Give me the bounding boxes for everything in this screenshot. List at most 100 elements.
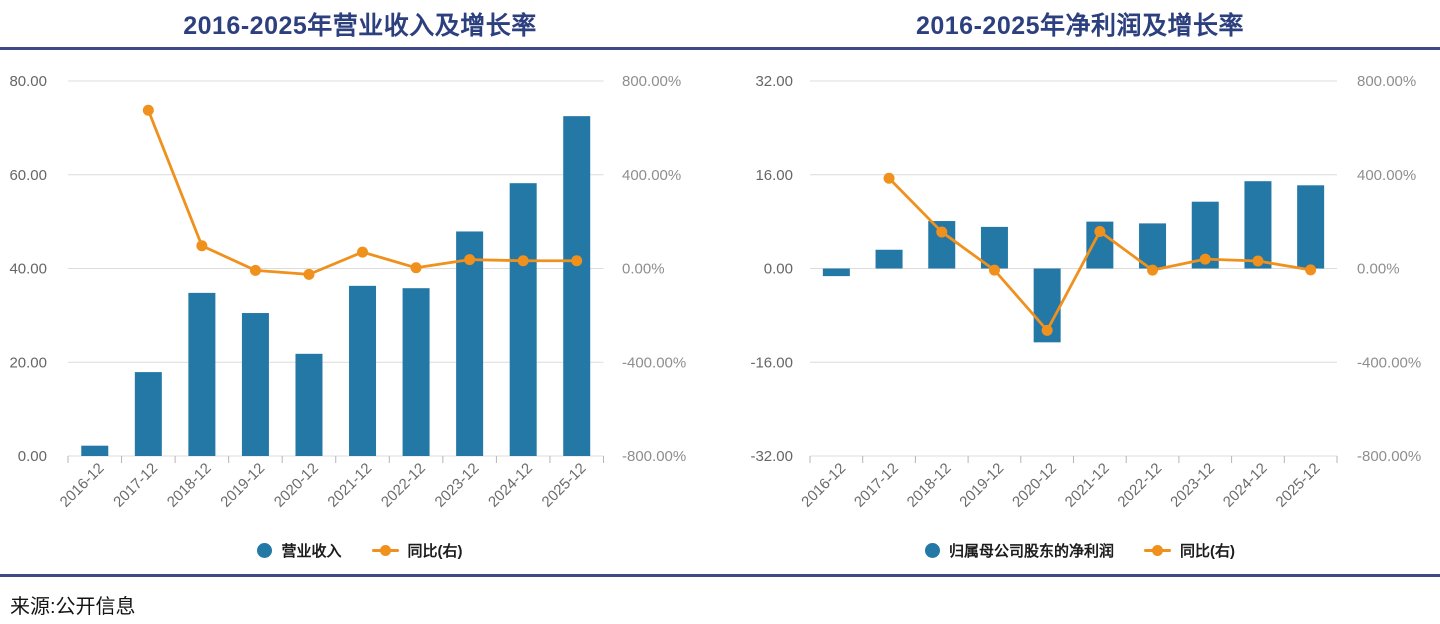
- right-axis-label: 800.00%: [622, 73, 681, 90]
- x-axis-label: 2016-12: [798, 460, 849, 511]
- x-axis-label: 2025-12: [539, 460, 590, 511]
- right-axis-label: -800.00%: [622, 448, 686, 465]
- legend-label: 同比(右): [1180, 542, 1235, 560]
- right-axis-label: 0.00%: [622, 261, 665, 278]
- legend-label: 营业收入: [281, 542, 342, 560]
- line-marker: [571, 255, 583, 267]
- left-axis-label: -16.00: [750, 354, 793, 371]
- bar: [563, 116, 591, 456]
- x-axis-label: 2020-12: [1009, 460, 1060, 511]
- line-marker: [142, 104, 154, 116]
- right-axis-label: -800.00%: [1357, 448, 1421, 465]
- left-axis-label: 60.00: [9, 167, 47, 184]
- legend-item: 同比(右): [371, 540, 463, 561]
- x-axis-label: 2024-12: [485, 460, 536, 511]
- line-marker: [883, 172, 895, 184]
- x-axis-label: 2021-12: [1062, 460, 1113, 511]
- x-axis-label: 2018-12: [904, 460, 955, 511]
- right-axis-label: 800.00%: [1357, 73, 1416, 90]
- right-axis-label: 400.00%: [622, 167, 681, 184]
- revenue-chart-title: 2016-2025年营业收入及增长率: [183, 11, 537, 40]
- x-axis-label: 2022-12: [378, 460, 429, 511]
- right-axis-label: 400.00%: [1357, 167, 1416, 184]
- right-axis-label: -400.00%: [1357, 354, 1421, 371]
- line-marker: [988, 264, 1000, 276]
- revenue-chart-legend: 营业收入 同比(右): [0, 539, 720, 561]
- left-axis-label: -32.00: [750, 448, 793, 465]
- line-marker: [410, 262, 422, 274]
- bar: [402, 288, 430, 456]
- right-axis-label: 0.00%: [1357, 261, 1400, 278]
- x-axis-label: 2022-12: [1114, 460, 1165, 511]
- bar: [875, 249, 903, 269]
- legend-item: 同比(右): [1144, 540, 1235, 561]
- bar: [980, 226, 1008, 269]
- legend-label: 归属母公司股东的净利润: [948, 542, 1114, 560]
- title-underline: [0, 47, 1440, 50]
- line-marker: [1252, 255, 1264, 267]
- line-marker: [936, 226, 948, 238]
- bar: [1244, 181, 1272, 269]
- x-axis-label: 2023-12: [431, 460, 482, 511]
- legend-label: 同比(右): [407, 542, 463, 560]
- x-axis-label: 2018-12: [164, 460, 215, 511]
- bar: [822, 268, 850, 277]
- line-marker: [1094, 225, 1106, 237]
- legend-line-marker-icon: [1152, 544, 1163, 556]
- legend-bar-swatch-icon: [924, 542, 940, 558]
- revenue-chart: 80.00 800.00% 60.00 400.00% 40.00 0.00% 20.00 -…: [0, 50, 720, 574]
- line-marker: [464, 254, 476, 266]
- left-axis-label: 40.00: [9, 261, 47, 278]
- x-axis-label: 2017-12: [851, 460, 902, 511]
- net-profit-chart-legend: 归属母公司股东的净利润 同比(右): [720, 539, 1440, 561]
- titles-row: 2016-2025年营业收入及增长率 2016-2025年净利润及增长率: [0, 0, 1440, 47]
- x-axis-label: 2021-12: [324, 460, 375, 511]
- x-axis-label: 2023-12: [1167, 460, 1218, 511]
- bar: [1139, 223, 1167, 269]
- line-marker: [196, 240, 208, 252]
- line-marker: [303, 268, 315, 280]
- net-profit-chart-canvas: 32.00 800.00% 16.00 400.00% 0.00 0.00% -16.00 -…: [750, 73, 1421, 511]
- line-marker: [357, 246, 369, 258]
- bar: [81, 445, 109, 456]
- left-axis-label: 0.00: [18, 448, 47, 465]
- x-axis-label: 2017-12: [110, 460, 161, 511]
- left-axis-label: 32.00: [755, 73, 793, 90]
- line-marker: [1305, 264, 1317, 276]
- bar: [456, 231, 484, 456]
- legend-line-swatch-icon: [371, 544, 399, 556]
- legend-item: 营业收入: [257, 540, 342, 561]
- left-axis-label: 20.00: [9, 354, 47, 371]
- x-axis-label: 2016-12: [57, 460, 108, 511]
- line-marker: [517, 255, 529, 267]
- right-axis-label: -400.00%: [622, 354, 686, 371]
- x-axis-label: 2025-12: [1273, 460, 1324, 511]
- bar: [241, 313, 269, 456]
- legend-bar-swatch-icon: [257, 542, 273, 558]
- line-marker: [249, 264, 261, 276]
- footer-divider: [0, 574, 1440, 577]
- x-axis-label: 2020-12: [271, 460, 322, 511]
- source-label: 来源:公开信息: [10, 596, 136, 618]
- x-axis-label: 2019-12: [217, 460, 268, 511]
- charts-row: 80.00 800.00% 60.00 400.00% 40.00 0.00% 20.00 -…: [0, 50, 1440, 574]
- left-axis-label: 16.00: [755, 167, 793, 184]
- bar: [134, 372, 162, 456]
- bar: [295, 353, 323, 456]
- legend-line-swatch-icon: [1144, 544, 1171, 556]
- line-marker: [1199, 253, 1211, 265]
- left-axis-label: 0.00: [764, 261, 793, 278]
- legend-item: 归属母公司股东的净利润: [924, 540, 1114, 561]
- bar: [349, 285, 377, 456]
- line-marker: [1147, 264, 1159, 276]
- net-profit-chart: 32.00 800.00% 16.00 400.00% 0.00 0.00% -16.00 -…: [720, 50, 1440, 574]
- x-axis-label: 2024-12: [1220, 460, 1271, 511]
- bar: [188, 292, 216, 456]
- line-marker: [1041, 324, 1053, 336]
- legend-line-marker-icon: [379, 544, 391, 556]
- bar: [1297, 185, 1325, 269]
- x-axis-label: 2019-12: [956, 460, 1007, 511]
- bar: [509, 183, 537, 456]
- left-axis-label: 80.00: [9, 73, 47, 90]
